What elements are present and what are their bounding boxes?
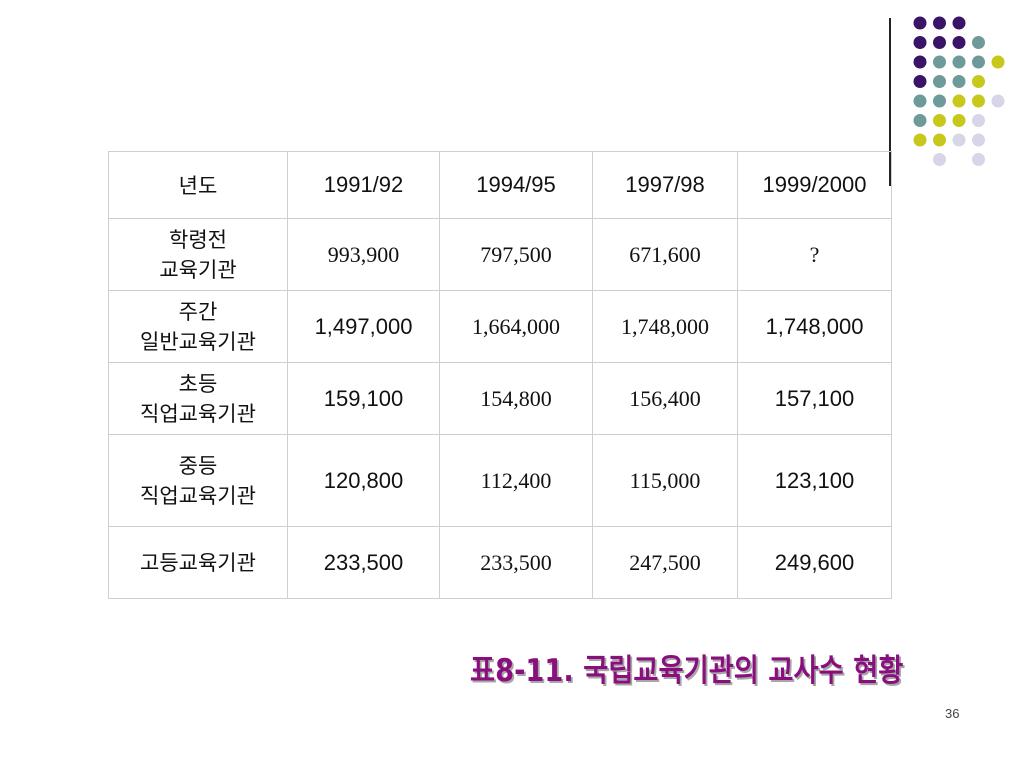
decorative-dot bbox=[991, 94, 1005, 108]
decorative-dot bbox=[933, 94, 946, 108]
table-row: 중등 직업교육기관 120,800 112,400 115,000 123,100 bbox=[108, 434, 892, 527]
decorative-dot bbox=[972, 94, 985, 108]
row-label-day-general: 주간 일반교육기관 bbox=[108, 290, 288, 363]
decorative-dot bbox=[952, 16, 966, 30]
page-number: 36 bbox=[945, 706, 960, 721]
table-cell: 671,600 bbox=[592, 218, 738, 291]
table-cell: 247,500 bbox=[592, 526, 738, 599]
row-label-higher-education: 고등교육기관 bbox=[108, 526, 288, 599]
decorative-dot bbox=[952, 75, 966, 88]
table-cell: 154,800 bbox=[439, 362, 593, 435]
header-year-label: 년도 bbox=[108, 151, 288, 219]
decorative-dot bbox=[972, 133, 985, 147]
decorative-dot bbox=[913, 16, 927, 30]
decorative-dot bbox=[933, 133, 946, 147]
header-year-1991: 1991/92 bbox=[287, 151, 440, 219]
teacher-count-table: 년도 1991/92 1994/95 1997/98 1999/2000 학령전… bbox=[108, 151, 892, 599]
table-caption: 표8-11. 국립교육기관의 교사수 현황 bbox=[470, 653, 904, 689]
decorative-dot bbox=[913, 55, 927, 69]
table-cell: 1,664,000 bbox=[439, 290, 593, 363]
decorative-dot bbox=[913, 75, 927, 88]
header-year-1997: 1997/98 bbox=[592, 151, 738, 219]
table-cell: ? bbox=[737, 218, 892, 291]
table-cell: 115,000 bbox=[592, 434, 738, 527]
table-cell-highlight-red: 249,600 bbox=[737, 526, 892, 599]
row-label-preschool: 학령전 교육기관 bbox=[108, 218, 288, 291]
header-year-1999: 1999/2000 bbox=[737, 151, 892, 219]
table-cell-highlight-blue: 233,500 bbox=[287, 526, 440, 599]
decorative-dot bbox=[913, 114, 927, 127]
decorative-dot bbox=[952, 36, 966, 49]
row-label-secondary-vocational: 중등 직업교육기관 bbox=[108, 434, 288, 527]
table-cell: 112,400 bbox=[439, 434, 593, 527]
decorative-dot bbox=[933, 114, 946, 127]
header-year-1994: 1994/95 bbox=[439, 151, 593, 219]
decorative-dot bbox=[972, 153, 985, 166]
decorative-dot bbox=[952, 133, 966, 147]
table-cell-highlight-red: 1,748,000 bbox=[737, 290, 892, 363]
table-row: 초등 직업교육기관 159,100 154,800 156,400 157,100 bbox=[108, 362, 892, 435]
table-row: 고등교육기관 233,500 233,500 247,500 249,600 bbox=[108, 526, 892, 599]
table-cell-highlight-red: 123,100 bbox=[737, 434, 892, 527]
table-cell-highlight-blue: 120,800 bbox=[287, 434, 440, 527]
table-cell-highlight-blue: 159,100 bbox=[287, 362, 440, 435]
decorative-dot bbox=[913, 133, 927, 147]
decorative-dot bbox=[972, 114, 985, 127]
decorative-dot bbox=[972, 55, 985, 69]
table-cell-highlight-blue: 1,497,000 bbox=[287, 290, 440, 363]
table-cell: 233,500 bbox=[439, 526, 593, 599]
decorative-dot bbox=[933, 75, 946, 88]
row-label-primary-vocational: 초등 직업교육기관 bbox=[108, 362, 288, 435]
decorative-dot bbox=[952, 55, 966, 69]
decorative-dot bbox=[933, 16, 946, 30]
table-row: 주간 일반교육기관 1,497,000 1,664,000 1,748,000 1… bbox=[108, 290, 892, 363]
decorative-dot bbox=[933, 55, 946, 69]
decorative-dot bbox=[952, 94, 966, 108]
decorative-dot bbox=[933, 153, 946, 166]
decorative-dot bbox=[913, 94, 927, 108]
decorative-dot bbox=[913, 36, 927, 49]
table-cell: 797,500 bbox=[439, 218, 593, 291]
decorative-dot bbox=[991, 55, 1005, 69]
decorative-divider-line bbox=[889, 18, 891, 186]
table-cell-highlight-red: 157,100 bbox=[737, 362, 892, 435]
table-cell: 993,900 bbox=[287, 218, 440, 291]
table-row: 학령전 교육기관 993,900 797,500 671,600 ? bbox=[108, 218, 892, 291]
table-cell: 156,400 bbox=[592, 362, 738, 435]
decorative-dot bbox=[972, 36, 985, 49]
decorative-dot bbox=[952, 114, 966, 127]
table-cell: 1,748,000 bbox=[592, 290, 738, 363]
decorative-dot bbox=[933, 36, 946, 49]
decorative-dot-grid bbox=[913, 16, 1005, 166]
decorative-dot bbox=[972, 75, 985, 88]
table-header-row: 년도 1991/92 1994/95 1997/98 1999/2000 bbox=[108, 151, 892, 219]
